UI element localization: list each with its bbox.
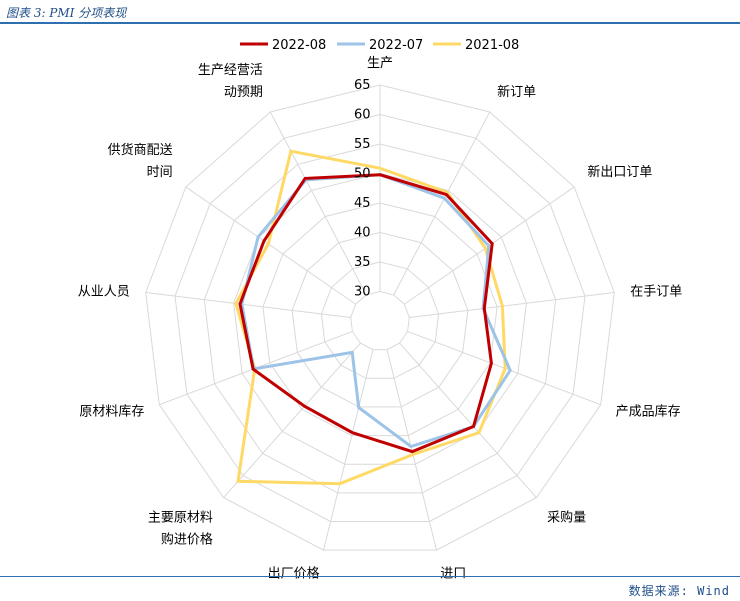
category-label: 从业人员	[78, 285, 130, 300]
tick-label: 65	[354, 78, 371, 93]
tick-label: 50	[354, 167, 371, 182]
tick-label: 35	[354, 255, 371, 270]
tick-label: 45	[354, 196, 371, 211]
tick-label: 55	[354, 137, 371, 152]
grid-ring	[203, 143, 557, 494]
category-label: 采购量	[547, 510, 586, 526]
tick-label: 30	[354, 285, 371, 300]
tick-label: 60	[354, 108, 371, 123]
series-line	[238, 173, 494, 454]
legend-label: 2021-08	[465, 38, 519, 53]
category-label: 购进价格	[161, 532, 213, 548]
grid-ring	[174, 113, 586, 522]
grid-spoke	[145, 292, 351, 318]
legend-label: 2022-07	[369, 38, 423, 53]
category-label: 供货商配送	[108, 142, 173, 158]
legend-label: 2022-08	[272, 38, 326, 53]
grid-ring	[291, 231, 469, 408]
category-label: 生产经营活	[198, 63, 263, 78]
grid-spoke	[399, 342, 537, 498]
grid-spoke	[393, 111, 491, 296]
category-label: 生产	[367, 56, 393, 71]
category-label: 原材料库存	[79, 403, 144, 419]
tick-label: 40	[354, 226, 371, 241]
category-label: 动预期	[224, 85, 263, 100]
grid-spoke	[409, 292, 615, 318]
figure-title: 图表 3: PMI 分项表现	[6, 6, 127, 20]
category-label: 在手订单	[630, 285, 682, 300]
category-label: 产成品库存	[616, 403, 681, 419]
grid-spoke	[269, 111, 367, 296]
category-label: 新出口订单	[587, 164, 652, 180]
data-source: 数据来源: Wind	[628, 584, 730, 598]
grid-ring	[350, 290, 410, 351]
figure-header: 图表 3: PMI 分项表现	[0, 0, 740, 24]
grid-spoke	[323, 349, 374, 551]
grid-spoke	[185, 186, 357, 305]
category-label: 新订单	[497, 84, 536, 100]
category-label: 出厂价格	[268, 566, 320, 582]
series-line	[234, 149, 507, 486]
grid-ring	[320, 261, 440, 379]
footer-divider	[0, 576, 740, 577]
category-label: 主要原材料	[148, 511, 213, 526]
grid-spoke	[223, 342, 361, 498]
grid-ring	[145, 84, 615, 551]
series-line	[240, 173, 512, 449]
grid-ring	[262, 202, 498, 437]
category-label: 时间	[147, 165, 173, 180]
category-label: 进口	[440, 567, 466, 582]
